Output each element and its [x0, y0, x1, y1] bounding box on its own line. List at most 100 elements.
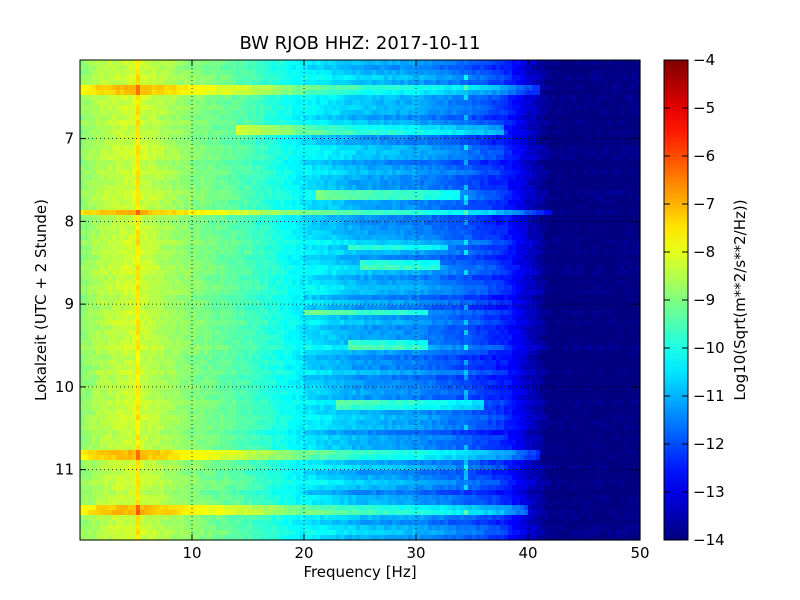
heatmap-cell — [404, 210, 409, 216]
heatmap-cell — [616, 195, 621, 201]
heatmap-cell — [576, 85, 581, 91]
heatmap-cell — [360, 140, 365, 146]
heatmap-cell — [376, 175, 381, 181]
heatmap-cell — [316, 220, 321, 226]
heatmap-cell — [472, 205, 477, 211]
heatmap-cell — [460, 170, 465, 176]
heatmap-cell — [92, 195, 97, 201]
heatmap-cell — [540, 135, 545, 141]
heatmap-cell — [388, 215, 393, 221]
heatmap-cell — [632, 220, 637, 226]
heatmap-cell — [480, 75, 485, 81]
heatmap-cell — [168, 225, 173, 231]
heatmap-cell — [488, 135, 493, 141]
heatmap-cell — [196, 165, 201, 171]
heatmap-cell — [420, 155, 425, 161]
heatmap-cell — [464, 155, 469, 161]
heatmap-cell — [528, 70, 533, 76]
heatmap-cell — [512, 70, 517, 76]
heatmap-cell — [352, 185, 357, 191]
heatmap-cell — [224, 125, 229, 131]
heatmap-cell — [436, 75, 441, 81]
heatmap-cell — [120, 160, 125, 166]
heatmap-cell — [436, 195, 441, 201]
heatmap-cell — [408, 150, 413, 156]
heatmap-cell — [252, 85, 257, 91]
heatmap-cell — [296, 175, 301, 181]
heatmap-cell — [224, 180, 229, 186]
heatmap-cell — [324, 220, 329, 226]
heatmap-cell — [548, 150, 553, 156]
heatmap-cell — [100, 210, 105, 216]
heatmap-cell — [560, 195, 565, 201]
heatmap-cell — [204, 170, 209, 176]
heatmap-cell — [424, 65, 429, 71]
heatmap-cell — [440, 75, 445, 81]
heatmap-cell — [568, 185, 573, 191]
heatmap-cell — [492, 145, 497, 151]
heatmap-cell — [116, 170, 121, 176]
heatmap-cell — [400, 200, 405, 206]
heatmap-cell — [156, 200, 161, 206]
heatmap-cell — [224, 185, 229, 191]
heatmap-cell — [304, 110, 309, 116]
heatmap-cell — [156, 65, 161, 71]
heatmap-cell — [476, 185, 481, 191]
heatmap-cell — [384, 75, 389, 81]
heatmap-cell — [460, 85, 465, 91]
heatmap-cell — [540, 190, 545, 196]
heatmap-cell — [444, 90, 449, 96]
heatmap-cell — [608, 80, 613, 86]
heatmap-cell — [568, 95, 573, 101]
heatmap-cell — [272, 180, 277, 186]
heatmap-cell — [228, 130, 233, 136]
heatmap-cell — [176, 155, 181, 161]
heatmap-cell — [556, 70, 561, 76]
heatmap-cell — [496, 230, 501, 236]
heatmap-cell — [288, 75, 293, 81]
heatmap-cell — [460, 60, 465, 66]
heatmap-cell — [536, 110, 541, 116]
heatmap-cell — [360, 205, 365, 211]
heatmap-cell — [628, 210, 633, 216]
heatmap-cell — [248, 145, 253, 151]
heatmap-cell — [436, 225, 441, 231]
heatmap-cell — [536, 185, 541, 191]
heatmap-cell — [420, 170, 425, 176]
heatmap-cell — [308, 75, 313, 81]
heatmap-cell — [584, 155, 589, 161]
heatmap-cell — [208, 115, 213, 121]
heatmap-cell — [364, 95, 369, 101]
heatmap-cell — [348, 215, 353, 221]
heatmap-cell — [256, 215, 261, 221]
heatmap-cell — [196, 60, 201, 66]
heatmap-cell — [240, 155, 245, 161]
heatmap-cell — [360, 220, 365, 226]
heatmap-cell — [164, 100, 169, 106]
heatmap-cell — [436, 90, 441, 96]
heatmap-cell — [304, 100, 309, 106]
heatmap-cell — [256, 195, 261, 201]
heatmap-cell — [148, 230, 153, 236]
heatmap-cell — [288, 235, 293, 241]
heatmap-cell — [232, 130, 237, 136]
heatmap-cell — [332, 135, 337, 141]
heatmap-cell — [616, 60, 621, 66]
heatmap-cell — [132, 230, 137, 236]
heatmap-cell — [348, 185, 353, 191]
heatmap-cell — [280, 175, 285, 181]
heatmap-cell — [80, 210, 85, 216]
heatmap-cell — [124, 175, 129, 181]
heatmap-cell — [172, 185, 177, 191]
heatmap-cell — [536, 95, 541, 101]
heatmap-cell — [144, 70, 149, 76]
heatmap-cell — [384, 70, 389, 76]
heatmap-cell — [548, 180, 553, 186]
heatmap-cell — [308, 135, 313, 141]
heatmap-cell — [284, 70, 289, 76]
heatmap-cell — [388, 70, 393, 76]
heatmap-cell — [360, 150, 365, 156]
heatmap-cell — [500, 100, 505, 106]
heatmap-cell — [492, 140, 497, 146]
heatmap-cell — [404, 125, 409, 131]
